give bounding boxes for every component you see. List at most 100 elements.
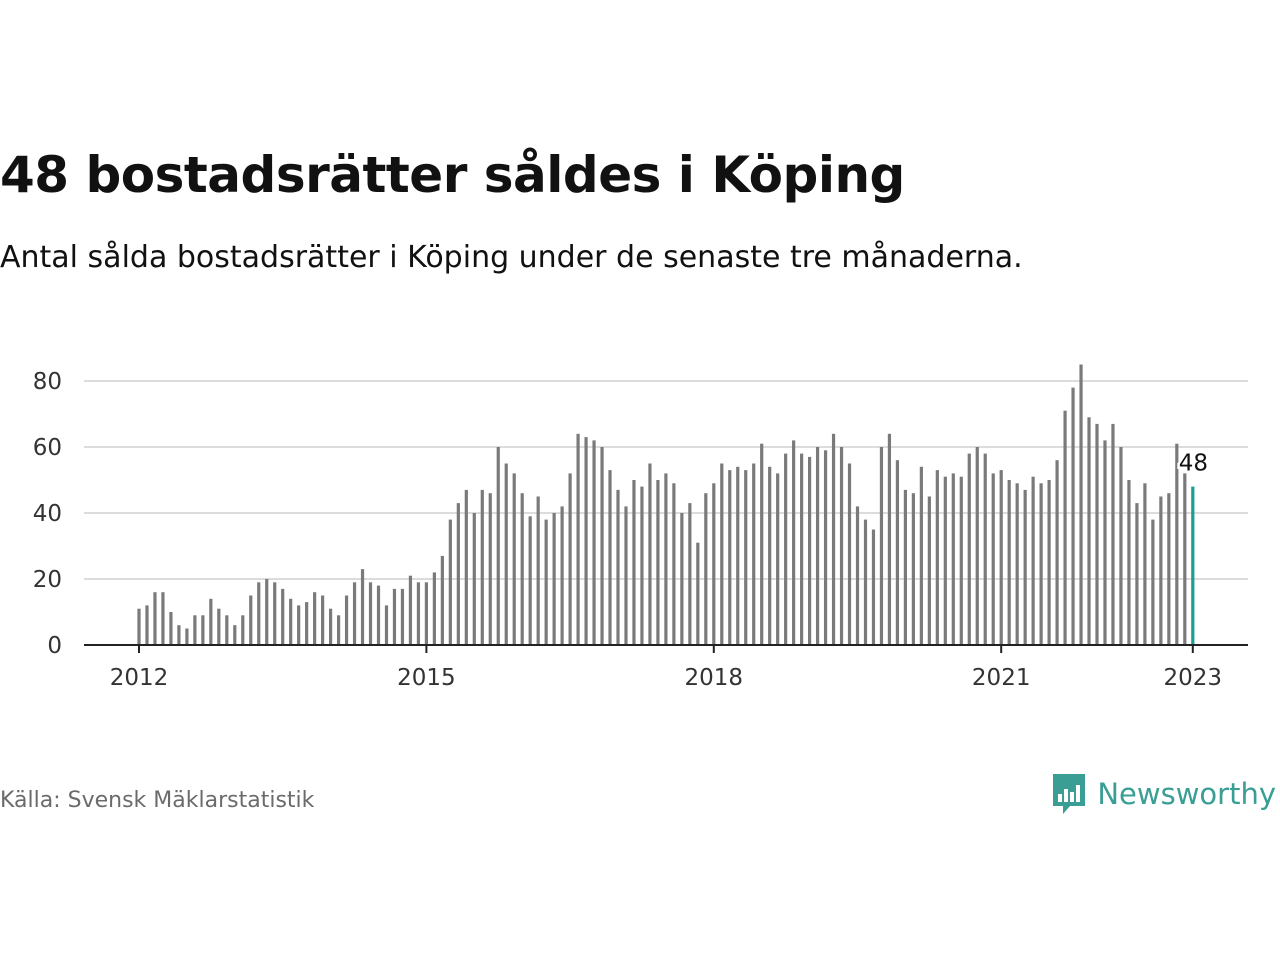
bar [1143,483,1147,645]
bar [488,493,492,645]
bar [712,483,716,645]
bar [472,513,476,645]
bar [368,582,373,645]
bar [951,473,955,645]
bar [544,519,548,645]
bar [1031,476,1035,645]
bar [855,506,860,645]
bar [249,595,253,645]
bar [680,513,684,645]
bar [784,453,788,645]
bar [991,473,995,645]
bar [672,483,676,645]
bar [424,582,428,645]
bar [728,470,732,645]
bar [1159,496,1163,645]
bar [600,447,604,645]
bar [664,473,668,645]
bar [392,588,397,645]
bar [1071,387,1075,645]
bar [632,480,636,645]
bar [983,453,987,645]
bar [177,625,181,645]
bar [568,473,572,645]
y-tick-label: 80 [33,369,62,395]
bar [305,602,309,645]
bar [360,569,365,645]
bar-highlight [1191,486,1195,645]
chart-subtitle: Antal sålda bostadsrätter i Köping under… [0,240,1023,275]
bar [688,503,692,645]
bar [1023,489,1027,645]
bar [744,470,748,645]
bar [887,433,892,645]
bar [576,433,580,645]
x-tick-label: 2012 [110,665,169,691]
axes: 0 20 40 60 80 48 2012 2015 2018 2021 2023 [33,369,1248,691]
bar [871,529,876,645]
bar [384,605,389,645]
bar [313,592,317,645]
bar [847,463,852,645]
bar [225,615,229,645]
bar [592,440,596,645]
bar [792,440,796,645]
bar [193,615,197,645]
bar [281,588,285,645]
source-note: Källa: Svensk Mäklarstatistik [0,788,315,813]
bar [496,447,500,645]
y-tick-label: 20 [33,567,62,593]
bar [752,463,756,645]
bar [209,598,213,645]
y-tick-label: 40 [33,501,62,527]
bar [321,595,325,645]
bar [736,466,740,645]
bar [903,489,907,645]
bar [137,608,141,645]
bar [504,463,508,645]
bar [967,453,971,645]
bar [919,466,923,645]
newsworthy-logo-icon [1053,774,1086,814]
x-tick-label: 2023 [1164,665,1223,691]
bar [265,579,269,645]
bar [696,542,700,645]
brand-logo: Newsworthy [1051,772,1276,816]
bar [1015,483,1019,645]
bar [257,582,261,645]
bar [217,608,221,645]
bar [800,453,804,645]
bar [935,470,939,645]
bar [464,489,468,645]
bar [760,443,764,645]
bar [1119,447,1123,645]
bar [776,473,780,645]
bar [895,460,900,645]
bar [432,572,436,645]
bar [656,480,660,645]
bar [1063,410,1067,645]
bar [608,470,612,645]
bar [536,496,540,645]
bar [999,470,1003,645]
bar [863,519,868,645]
bar [352,582,357,645]
bar [1047,480,1051,645]
bar [927,496,931,645]
bar [153,592,157,645]
x-tick-label: 2018 [685,665,744,691]
bar [416,582,421,645]
bar [376,585,381,645]
bar [815,447,820,645]
x-tick-label: 2015 [397,665,456,691]
bar [233,625,237,645]
bar [552,513,556,645]
bar [336,615,341,645]
bar [329,608,333,645]
bar [297,605,301,645]
bar [624,506,628,645]
bar [704,493,708,645]
bar [273,582,277,645]
bar [648,463,652,645]
bar-chart: 0 20 40 60 80 48 2012 2015 2018 2021 2023 [33,364,1248,691]
